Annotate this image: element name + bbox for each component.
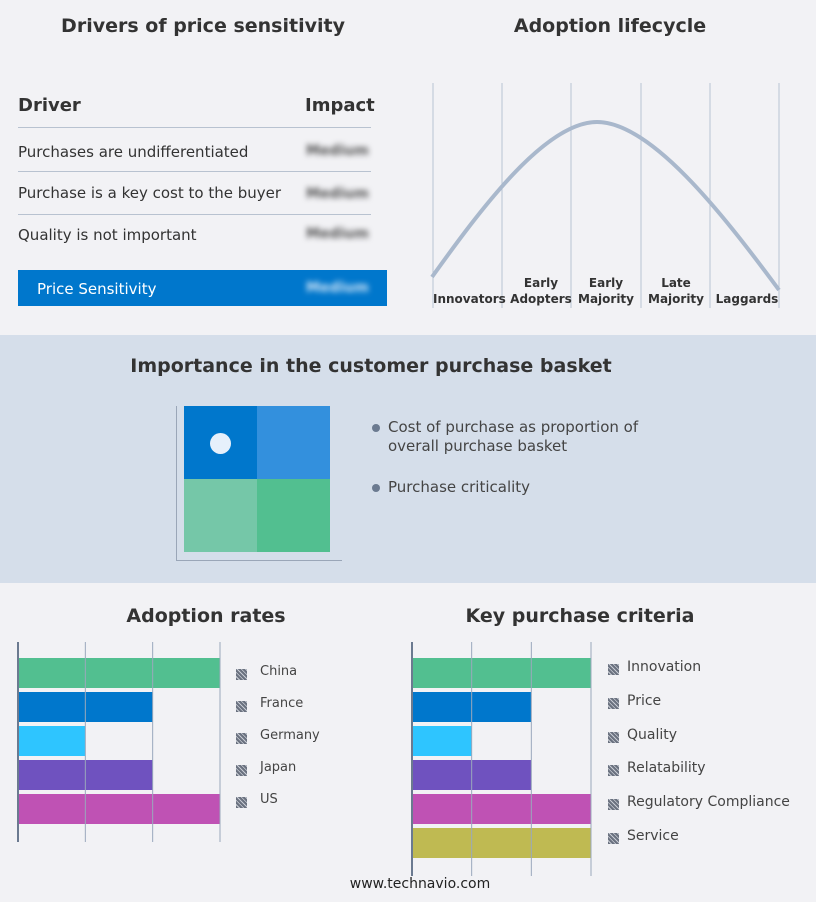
matrix-quadrant (184, 479, 257, 552)
bar-regulatory-compliance (412, 794, 591, 824)
stage-label: Early Majority (578, 276, 634, 306)
divider (18, 214, 371, 215)
divider (18, 171, 371, 172)
legend-swatch-icon (608, 799, 619, 811)
matrix-axis (176, 560, 342, 561)
driver-row-label: Quality is not important (18, 226, 197, 244)
stage-label: Late Majority (648, 276, 704, 306)
impact-header: Impact (305, 95, 375, 116)
legend-swatch-icon (608, 697, 619, 709)
basket-section (0, 335, 816, 583)
driver-row-label: Purchase is a key cost to the buyer (18, 184, 282, 202)
legend-swatch-icon (236, 733, 247, 744)
driver-row-impact: Medium (306, 226, 369, 242)
matrix-quadrant (257, 479, 330, 552)
drivers-title: Drivers of price sensitivity (61, 15, 345, 37)
basket-legend-item: Purchase criticality (388, 478, 531, 496)
basket-legend-item: Cost of purchase as proportion of overal… (388, 418, 639, 455)
legend-swatch-icon (608, 765, 619, 777)
legend-swatch-icon (236, 669, 247, 680)
legend-swatch-icon (608, 664, 619, 675)
legend-label: Quality (627, 726, 678, 743)
stage-label: Early Adopters (510, 276, 572, 306)
basket-title: Importance in the customer purchase bask… (130, 355, 612, 377)
legend-label: Innovation (627, 659, 702, 675)
legend-swatch-icon (236, 765, 247, 776)
legend-label: China (260, 664, 298, 679)
bar-us (18, 794, 220, 824)
matrix-quadrant (257, 406, 330, 479)
stage-label: Laggards (715, 292, 779, 306)
lifecycle-title: Adoption lifecycle (513, 15, 707, 37)
driver-row-label: Purchases are undifferentiated (18, 143, 249, 161)
legend-label: Price (627, 692, 662, 709)
legend-label: Relatability (627, 760, 706, 777)
legend-swatch-icon (236, 701, 247, 712)
legend-swatch-icon (608, 731, 619, 743)
driver-header: Driver (18, 95, 81, 116)
price-sensitivity-summary: Price Sensitivity Medium (18, 270, 387, 306)
driver-row-impact: Medium (306, 143, 369, 159)
bar-service (412, 828, 591, 858)
adoption-rates-title: Adoption rates (126, 605, 286, 627)
bullet-icon (372, 424, 380, 432)
purchase-criteria-title: Key purchase criteria (465, 605, 695, 627)
stage-label: Innovators (433, 292, 506, 306)
legend-label: France (260, 696, 304, 711)
legend-swatch-icon (236, 797, 247, 808)
legend-swatch-icon (608, 833, 619, 844)
bullet-icon (372, 484, 380, 492)
summary-label: Price Sensitivity (37, 280, 157, 298)
legend-label: Regulatory Compliance (627, 794, 790, 811)
divider (18, 127, 371, 128)
legend-label: Service (627, 828, 679, 844)
matrix-axis (176, 406, 177, 560)
position-marker (210, 433, 231, 454)
lifecycle-chart (430, 83, 781, 308)
summary-impact: Medium (306, 280, 369, 296)
legend-label: Japan (260, 760, 297, 775)
adoption-curve (430, 119, 781, 292)
footer-url: www.technavio.com (349, 876, 491, 892)
bar-quality (412, 726, 472, 756)
legend-label: US (260, 792, 278, 807)
bar-germany (18, 726, 86, 756)
driver-row-impact: Medium (306, 186, 369, 202)
bar-china (18, 658, 220, 688)
legend-label: Germany (260, 728, 320, 743)
bar-innovation (412, 658, 591, 688)
